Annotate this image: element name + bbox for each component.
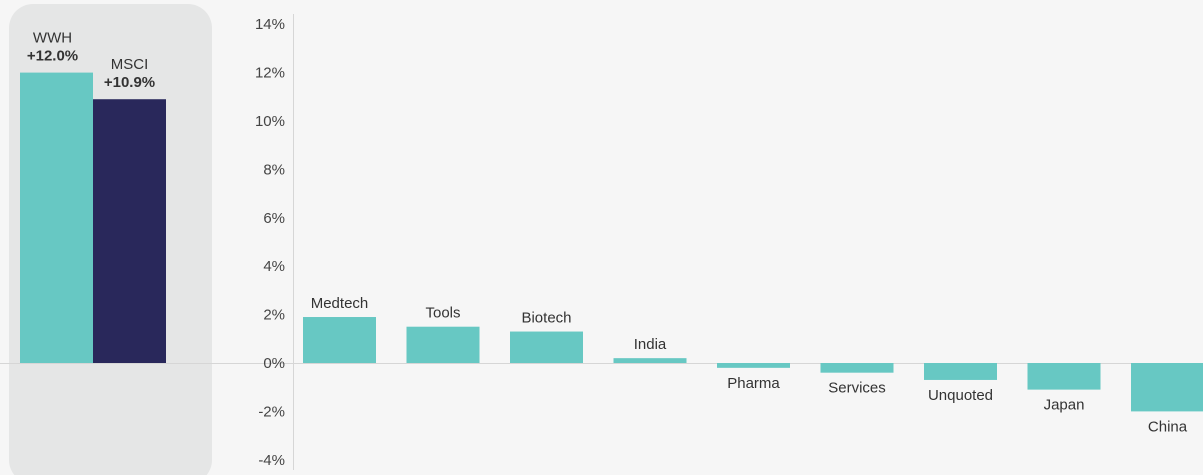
contribution-label: Medtech — [311, 295, 369, 312]
summary-bar-name: WWH — [33, 30, 72, 47]
summary-bar-name: MSCI — [111, 56, 149, 73]
contribution-label: China — [1148, 418, 1188, 435]
contribution-bar — [924, 363, 997, 380]
contribution-label: India — [634, 336, 667, 353]
contribution-label: Japan — [1044, 397, 1085, 414]
y-tick-label: 14% — [255, 16, 285, 33]
summary-bar-value-label: +10.9% — [104, 74, 155, 91]
contribution-label: Biotech — [521, 310, 571, 327]
contribution-bar — [510, 331, 583, 363]
contribution-bar — [1131, 363, 1203, 412]
contribution-bar — [820, 363, 894, 373]
summary-bar-value-label: +12.0% — [27, 48, 78, 65]
y-tick-label: 8% — [263, 161, 285, 178]
contribution-label: Pharma — [727, 375, 780, 392]
contribution-label: Tools — [425, 305, 460, 322]
y-tick-label: 0% — [263, 355, 285, 372]
y-tick-label: 12% — [255, 65, 285, 82]
y-tick-label: 6% — [263, 210, 285, 227]
contribution-bar — [613, 358, 687, 363]
contribution-label: Unquoted — [928, 387, 993, 404]
summary-bar-msci — [93, 99, 166, 363]
contribution-bar — [1027, 363, 1101, 390]
contribution-bar — [406, 326, 480, 363]
summary-bar-wwh — [20, 72, 93, 363]
y-tick-label: 2% — [263, 307, 285, 324]
contribution-bar — [717, 363, 790, 368]
y-tick-label: -2% — [258, 403, 285, 420]
y-tick-label: 10% — [255, 113, 285, 130]
contribution-label: Services — [828, 380, 886, 397]
contribution-bar — [303, 317, 376, 363]
y-tick-label: 4% — [263, 258, 285, 275]
y-tick-label: -4% — [258, 452, 285, 469]
